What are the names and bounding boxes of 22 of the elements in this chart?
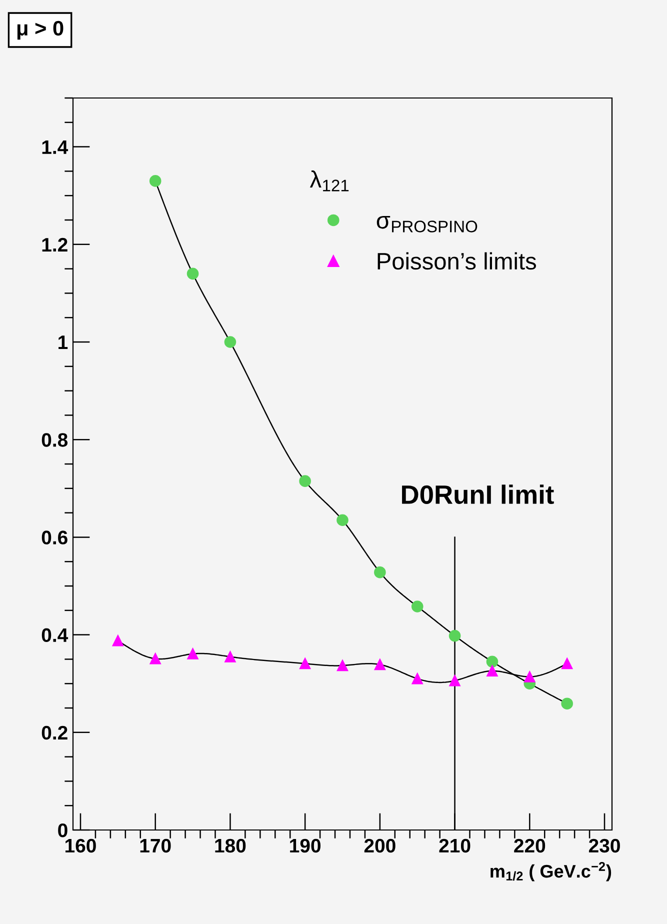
ref-line-label: D0RunI limit <box>402 484 554 504</box>
x-tick-label: 230 <box>588 838 620 853</box>
y-tick-label: 0.8 <box>42 433 68 447</box>
y-tick-label: 1.4 <box>42 140 68 154</box>
x-tick-label: 160 <box>65 838 96 853</box>
legend-label: σ$_{PROSPINO}$ <box>376 216 478 232</box>
x-axis-title: m$_{1/2}$ ( GeV.c$^{−2}$) <box>490 862 612 882</box>
y-tick-label: 0 <box>58 823 68 838</box>
x-tick-label: 220 <box>514 838 546 853</box>
x-tick-label: 190 <box>290 838 320 853</box>
legend-title: λ$_{121}$ <box>310 170 349 192</box>
y-tick-label: 0.4 <box>42 628 68 642</box>
y-tick-label: 0.2 <box>42 726 68 740</box>
x-tick-label: 210 <box>439 838 470 853</box>
y-tick-label: 0.6 <box>42 530 68 544</box>
x-tick-label: 170 <box>140 838 171 853</box>
legend-label: Poisson’s limits <box>378 252 536 270</box>
x-tick-label: 200 <box>364 838 396 853</box>
y-tick-label: 1.2 <box>42 238 68 252</box>
chart-title: μ > 0 <box>17 20 64 40</box>
x-tick-label: 180 <box>215 838 246 853</box>
y-tick-label: 1 <box>58 336 68 350</box>
